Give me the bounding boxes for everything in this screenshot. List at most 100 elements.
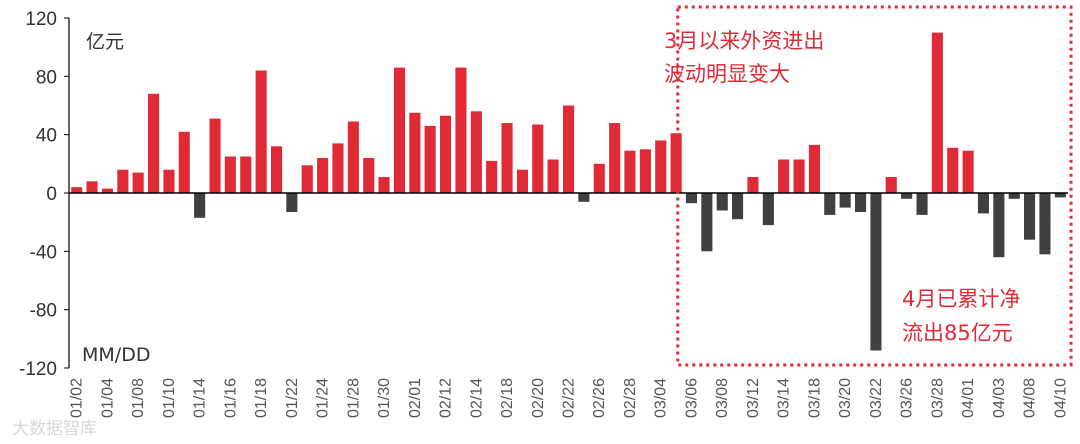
- bar: [71, 187, 83, 193]
- bar: [117, 169, 129, 193]
- bar: [1024, 193, 1036, 240]
- x-tick-label: 03/26: [899, 378, 916, 418]
- bar: [977, 193, 989, 214]
- y-tick-label: 120: [25, 9, 57, 30]
- bar: [701, 193, 713, 252]
- y-axis-unit-label: 亿元: [86, 31, 124, 53]
- x-tick-label: 01/02: [69, 378, 86, 418]
- bar: [593, 163, 605, 193]
- bar: [455, 67, 467, 193]
- bar: [409, 112, 421, 193]
- bar: [716, 193, 728, 211]
- bar: [947, 147, 959, 193]
- x-tick-label: 01/04: [99, 378, 116, 418]
- bar: [824, 193, 836, 215]
- bar: [655, 140, 667, 193]
- y-tick-label: 80: [36, 67, 57, 88]
- x-tick-label: 03/28: [929, 378, 946, 418]
- y-tick-label: -120: [19, 359, 57, 380]
- bar: [240, 156, 252, 193]
- bar: [224, 156, 236, 193]
- x-tick-label: 01/16: [222, 378, 239, 418]
- x-tick-label: 02/14: [468, 378, 485, 418]
- bar: [732, 193, 744, 220]
- bar: [132, 172, 144, 193]
- bar: [778, 159, 790, 193]
- x-tick-label: 04/10: [1052, 378, 1069, 418]
- x-tick-label: 03/08: [714, 378, 731, 418]
- bar: [86, 181, 98, 193]
- x-tick-label: 03/14: [776, 378, 793, 418]
- x-tick-label: 03/04: [653, 378, 670, 418]
- bar: [747, 177, 759, 193]
- bar: [624, 150, 636, 193]
- axes: -120 -80 -40 0 40 80 120 01/02 01/04 01/08 01/10 01…: [19, 9, 1069, 418]
- bar: [885, 177, 897, 193]
- x-tick-label: 01/08: [130, 378, 147, 418]
- bar: [993, 193, 1005, 258]
- bar: [931, 32, 943, 193]
- bar: [148, 93, 160, 193]
- bar: [101, 188, 113, 193]
- bar: [317, 158, 329, 193]
- bar: [194, 193, 206, 218]
- bar: [609, 123, 621, 193]
- bar: [332, 143, 344, 193]
- bar: [286, 193, 298, 212]
- bar: [808, 144, 820, 193]
- bar: [470, 111, 482, 193]
- x-tick-label: 03/06: [684, 378, 701, 418]
- y-tick-label: 40: [36, 126, 57, 147]
- bar: [670, 133, 682, 193]
- bar: [516, 169, 528, 193]
- bar: [916, 193, 928, 215]
- x-tick-label: 02/28: [622, 378, 639, 418]
- bar: [271, 146, 283, 193]
- x-tick-label: 02/22: [561, 378, 578, 418]
- x-tick-label: 02/18: [499, 378, 516, 418]
- bar: [1039, 193, 1051, 255]
- bar: [855, 193, 867, 212]
- x-tick-label: 01/30: [376, 378, 393, 418]
- bar: [1008, 193, 1020, 199]
- bar: [762, 193, 774, 226]
- bar: [163, 169, 175, 193]
- x-tick-label: 03/18: [806, 378, 823, 418]
- bar: [639, 149, 651, 194]
- x-tick-label: 04/01: [960, 378, 977, 418]
- bar: [501, 123, 513, 193]
- x-tick-label: 02/20: [530, 378, 547, 418]
- bar: [793, 159, 805, 193]
- annotation-volatility-line1: 3月以来外资进出: [664, 29, 824, 53]
- y-tick-label: -40: [30, 242, 57, 263]
- bar: [547, 159, 559, 193]
- bar: [255, 70, 267, 193]
- bar: [178, 131, 190, 194]
- bar: [440, 115, 452, 193]
- bar: [563, 105, 575, 193]
- x-tick-label: 02/12: [438, 378, 455, 418]
- bar: [393, 67, 405, 193]
- x-tick-label: 01/18: [253, 378, 270, 418]
- annotation-april-outflow-line2: 流出85亿元: [902, 321, 1013, 345]
- x-tick-label: 04/03: [991, 378, 1008, 418]
- highlight-box: [676, 5, 1073, 367]
- bar: [486, 160, 498, 193]
- x-tick-label: 04/08: [1022, 378, 1039, 418]
- bar: [901, 193, 913, 199]
- annotation-april-outflow-line1: 4月已累计净: [902, 287, 1020, 311]
- x-tick-label: 03/22: [868, 378, 885, 418]
- x-tick-label: 01/10: [161, 378, 178, 418]
- bar: [962, 150, 974, 193]
- annotation-volatility-line2: 波动明显变大: [664, 62, 790, 86]
- bar: [301, 165, 313, 193]
- x-tick-label: 03/20: [837, 378, 854, 418]
- bar: [532, 124, 544, 193]
- x-tick-label: 02/26: [591, 378, 608, 418]
- bar: [1054, 193, 1066, 198]
- y-tick-label: 0: [46, 184, 57, 205]
- bar: [347, 121, 359, 193]
- bars: [71, 32, 1066, 351]
- x-tick-label: 01/22: [284, 378, 301, 418]
